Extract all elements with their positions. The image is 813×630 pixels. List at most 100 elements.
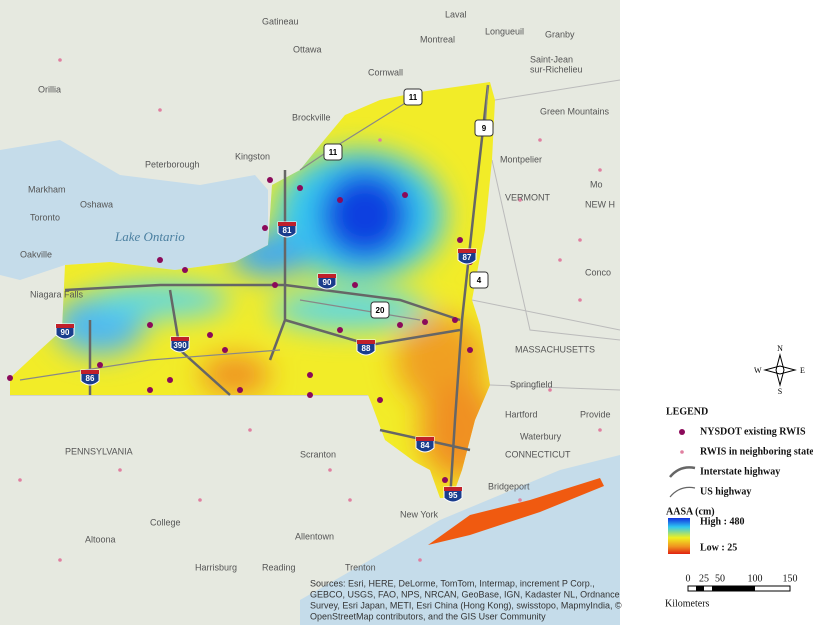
shield-label: 90 xyxy=(61,328,70,337)
neighbor-rwis xyxy=(348,498,352,502)
place-label: Trenton xyxy=(345,562,376,572)
place-label: Brockville xyxy=(292,112,331,122)
attribution-line: GEBCO, USGS, FAO, NPS, NRCAN, GeoBase, I… xyxy=(310,589,620,599)
compass-s: S xyxy=(778,387,782,396)
legend-symbol xyxy=(679,429,685,435)
scale-unit: Kilometers xyxy=(665,598,710,609)
neighbor-rwis xyxy=(118,468,122,472)
lake xyxy=(0,140,268,280)
attribution-line: Sources: Esri, HERE, DeLorme, TomTom, In… xyxy=(310,578,595,588)
shield-label: 11 xyxy=(329,148,338,157)
neighbor-rwis xyxy=(58,58,62,62)
rwis-sites xyxy=(7,58,602,562)
shield-label: 11 xyxy=(409,93,418,102)
legend-symbol xyxy=(680,450,684,454)
place-label: CONNECTICUT xyxy=(505,449,571,459)
scale-bar: Kilometers 0 25 50 100 150 xyxy=(665,573,798,609)
nysdot-rwis xyxy=(377,397,383,403)
nysdot-rwis xyxy=(237,387,243,393)
scale-tick-label: 25 xyxy=(699,573,709,584)
interstate-shield-top xyxy=(56,324,74,328)
compass: N S E W xyxy=(754,344,805,396)
shield-label: 86 xyxy=(86,374,95,383)
legend-item: Interstate highway xyxy=(700,466,780,477)
legend: LEGEND NYSDOT existing RWIS RWIS in neig… xyxy=(666,406,813,554)
legend-item: NYSDOT existing RWIS xyxy=(700,426,806,437)
interstate-shield-top xyxy=(171,337,189,341)
nysdot-rwis xyxy=(307,372,313,378)
nysdot-rwis xyxy=(222,347,228,353)
interstate-shield-top xyxy=(458,249,476,253)
shield-label: 81 xyxy=(283,226,292,235)
nysdot-rwis xyxy=(452,317,458,323)
neighbor-rwis xyxy=(578,238,582,242)
neighbor-rwis xyxy=(378,138,382,142)
scale-tick-label: 0 xyxy=(686,573,691,584)
shield-label: 4 xyxy=(477,276,482,285)
legend-item: RWIS in neighboring states xyxy=(700,446,813,457)
highway-shields: 11 9 11 81 87 4 90 20 88 90 390 86 84 95 xyxy=(55,88,494,503)
legend-symbol xyxy=(669,486,696,498)
nysdot-rwis xyxy=(397,322,403,328)
neighbor-rwis xyxy=(598,428,602,432)
place-label: Granby xyxy=(545,29,575,39)
neighbor-rwis xyxy=(518,198,522,202)
us-shield xyxy=(474,119,494,137)
legend-low: Low : 25 xyxy=(700,542,737,553)
nysdot-rwis xyxy=(337,197,343,203)
compass-e: E xyxy=(800,366,805,375)
nysdot-rwis xyxy=(147,322,153,328)
legend-title: LEGEND xyxy=(666,406,708,417)
place-label: Gatineau xyxy=(262,16,299,26)
place-label: College xyxy=(150,517,181,527)
place-label: Longueuil xyxy=(485,26,524,36)
place-label: Montreal xyxy=(420,34,455,44)
long-island xyxy=(428,478,604,545)
nysdot-rwis xyxy=(467,347,473,353)
shield-label: 84 xyxy=(421,441,430,450)
place-label: Peterborough xyxy=(145,159,200,169)
neighbor-rwis xyxy=(518,498,522,502)
neighbor-rwis xyxy=(328,468,332,472)
place-label: Cornwall xyxy=(368,67,403,77)
place-label: Green Mountains xyxy=(540,106,610,116)
neighbor-rwis xyxy=(198,498,202,502)
shield-label: 87 xyxy=(463,253,472,262)
legend-symbol xyxy=(669,466,696,478)
shield-label: 9 xyxy=(482,124,487,133)
place-label: Mo xyxy=(590,179,603,189)
neighbor-rwis xyxy=(158,108,162,112)
legend-item: US highway xyxy=(700,486,751,497)
neighbor-rwis xyxy=(598,168,602,172)
place-label: Toronto xyxy=(30,212,60,222)
place-label: Provide xyxy=(580,409,611,419)
place-label: Scranton xyxy=(300,449,336,459)
place-label: Orillia xyxy=(38,84,61,94)
interstate-shield-top xyxy=(318,274,336,278)
nysdot-rwis xyxy=(297,185,303,191)
nysdot-rwis xyxy=(272,282,278,288)
nysdot-rwis xyxy=(157,257,163,263)
nysdot-rwis xyxy=(147,387,153,393)
interstate-shield-top xyxy=(416,437,434,441)
attribution: Sources: Esri, HERE, DeLorme, TomTom, In… xyxy=(310,578,622,621)
place-label: Allentown xyxy=(295,531,334,541)
place-label: VERMONT xyxy=(505,192,551,202)
neighbor-rwis xyxy=(538,138,542,142)
place-label: Laval xyxy=(445,9,467,19)
attribution-line: Survey, Esri Japan, METI, Esri China (Ho… xyxy=(310,600,622,610)
neighbor-rwis xyxy=(248,428,252,432)
nysdot-rwis xyxy=(337,327,343,333)
nysdot-rwis xyxy=(457,237,463,243)
compass-n: N xyxy=(777,344,783,353)
place-label: New York xyxy=(400,509,439,519)
nysdot-rwis xyxy=(182,267,188,273)
place-label: Hartford xyxy=(505,409,538,419)
shield-label: 88 xyxy=(362,344,371,353)
nysdot-rwis xyxy=(307,392,313,398)
neighbor-rwis xyxy=(558,258,562,262)
place-label: Oakville xyxy=(20,249,52,259)
place-label: Niagara Falls xyxy=(30,289,84,299)
